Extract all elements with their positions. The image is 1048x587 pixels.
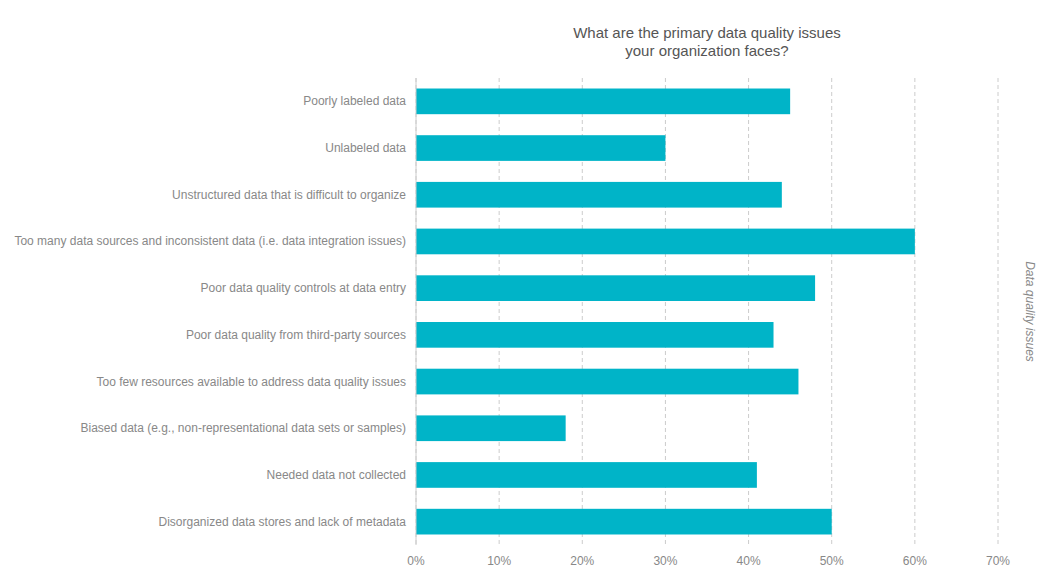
category-label: Poor data quality controls at data entry	[201, 281, 406, 295]
grid	[416, 78, 998, 545]
axis-label: Data quality issues	[1023, 261, 1037, 362]
tick-labels: 0% 10% 20% 30% 40% 50% 60% 70%	[407, 554, 1010, 568]
bar	[416, 322, 774, 348]
bar	[416, 509, 832, 535]
category-label: Biased data (e.g., non-representational …	[80, 421, 406, 435]
grid-line	[914, 78, 915, 545]
bar	[416, 462, 757, 488]
title-line: your organization faces?	[625, 42, 788, 59]
category-label: Poorly labeled data	[303, 94, 406, 108]
tick-label: 70%	[986, 554, 1010, 568]
bar	[416, 369, 798, 395]
tick-label: 50%	[820, 554, 844, 568]
category-label: Poor data quality from third-party sourc…	[186, 328, 406, 342]
bar	[416, 275, 815, 301]
title-line: What are the primary data quality issues	[573, 24, 841, 41]
bar	[416, 415, 566, 441]
tick-label: 60%	[903, 554, 927, 568]
tick-label: 20%	[570, 554, 594, 568]
grid-line	[416, 78, 417, 545]
category-label: Disorganized data stores and lack of met…	[159, 515, 407, 529]
category-label: Too few resources available to address d…	[96, 375, 406, 389]
bar	[416, 229, 915, 255]
tick-label: 30%	[653, 554, 677, 568]
grid-line	[998, 78, 999, 545]
category-label: Unstructured data that is difficult to o…	[172, 188, 406, 202]
category-label: Unlabeled data	[325, 141, 406, 155]
bars	[416, 89, 915, 535]
grid-line	[831, 78, 832, 545]
bar	[416, 89, 790, 115]
tick-label: 40%	[737, 554, 761, 568]
category-labels: Poorly labeled data Unlabeled data Unstruc…	[14, 94, 406, 528]
bar	[416, 182, 782, 208]
category-label: Needed data not collected	[267, 468, 406, 482]
bar	[416, 135, 665, 161]
axis-line	[416, 78, 417, 545]
title: What are the primary data quality issues…	[573, 24, 841, 59]
tick-label: 0%	[407, 554, 425, 568]
tick-label: 10%	[487, 554, 511, 568]
category-label: Too many data sources and inconsistent d…	[14, 234, 406, 248]
chart: Poorly labeled data Unlabeled data Unstruc…	[0, 0, 1048, 587]
